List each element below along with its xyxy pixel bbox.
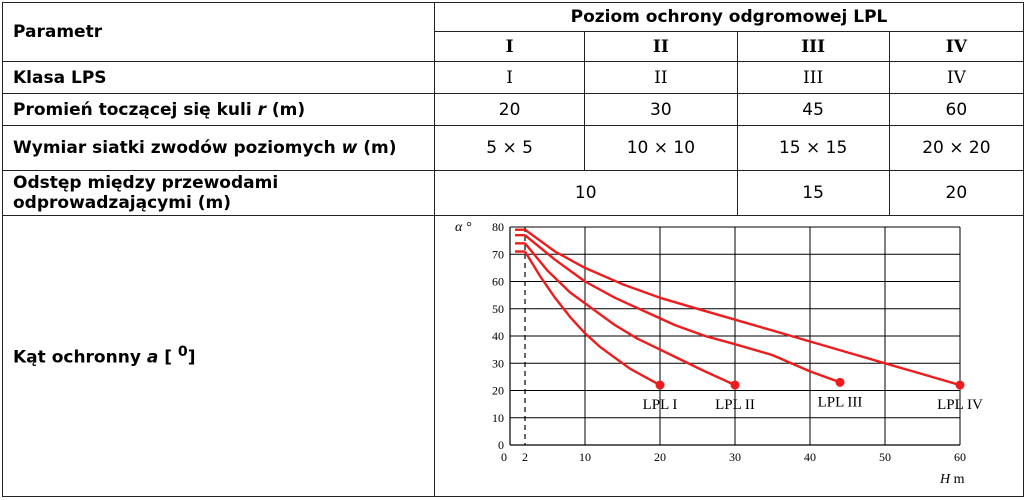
series-line xyxy=(523,250,661,387)
chart-axes: 0 10 20 30 40 50 60 70 80 0 2 10 20 30 40 50 60 xyxy=(492,220,966,464)
x-tick-label: 0 xyxy=(501,450,507,464)
label-sphere-radius: Promień toczącej się kuli r (m) xyxy=(2,93,435,126)
series-line xyxy=(524,242,736,387)
level-header-1: I xyxy=(433,31,586,62)
series-end-point xyxy=(835,377,845,387)
label-mesh-size: Wymiar siatki zwodów poziomych w (m) xyxy=(2,125,435,171)
series-label: LPL II xyxy=(715,397,755,413)
row-protection-angle: Kąt ochronny a [ 0] 0 10 20 30 40 50 60 70 80 0 2 1… xyxy=(2,215,1024,497)
cell-down-spacing-1: 10 xyxy=(434,170,738,216)
header-row-1: Parametr Poziom ochrony odgromowej LPL xyxy=(2,2,1024,62)
series-end-point xyxy=(655,380,665,390)
cell-down-spacing-3: 20 xyxy=(888,170,1024,216)
lpl-group-header: Poziom ochrony odgromowej LPL xyxy=(434,2,1024,32)
x-tick-label: 20 xyxy=(654,450,666,464)
label-down-spacing: Odstęp między przewodami odprowadzającym… xyxy=(2,170,435,216)
series-line xyxy=(524,228,961,387)
row-mesh-size: Wymiar siatki zwodów poziomych w (m) 5 ×… xyxy=(2,125,1024,171)
row-down-spacing: Odstęp między przewodami odprowadzającym… xyxy=(2,170,1024,216)
cell-sphere-radius-4: 60 xyxy=(888,93,1024,126)
y-tick-label: 10 xyxy=(492,411,504,425)
cell-mesh-size-4: 20 × 20 xyxy=(888,125,1024,171)
cell-mesh-size-1: 5 × 5 xyxy=(433,125,586,171)
row-lps-class: Klasa LPS I II III IV xyxy=(2,61,1024,94)
cell-sphere-radius-3: 45 xyxy=(736,93,890,126)
series-end-point xyxy=(955,380,965,390)
chart-curves: LPL I LPL II LPL III LPL IV xyxy=(515,228,983,413)
x-tick-label: 40 xyxy=(804,450,816,464)
param-header: Parametr xyxy=(2,2,435,62)
series-end-point xyxy=(730,380,740,390)
y-tick-label: 30 xyxy=(492,356,504,370)
y-axis-label: α ° xyxy=(455,220,472,235)
x-tick-label: 60 xyxy=(954,450,966,464)
y-tick-label: 70 xyxy=(492,247,504,261)
cell-sphere-radius-2: 30 xyxy=(584,93,738,126)
label-lps-class: Klasa LPS xyxy=(2,61,435,94)
y-tick-label: 40 xyxy=(492,329,504,343)
series-label: LPL IV xyxy=(937,397,983,413)
chart-cell: 0 10 20 30 40 50 60 70 80 0 2 10 20 30 40 50 60 LPL I LPL… xyxy=(434,215,1024,497)
y-tick-label: 80 xyxy=(492,220,504,234)
y-tick-label: 0 xyxy=(498,438,504,452)
x-tick-label: 10 xyxy=(579,450,591,464)
cell-lps-class-3: III xyxy=(736,61,890,94)
y-tick-label: 60 xyxy=(492,275,504,289)
y-tick-label: 50 xyxy=(492,302,504,316)
series-label: LPL I xyxy=(643,397,678,413)
series-line xyxy=(524,234,841,384)
x-tick-label: 50 xyxy=(879,450,891,464)
cell-mesh-size-2: 10 × 10 xyxy=(584,125,738,171)
level-header-4: IV xyxy=(888,31,1024,62)
row-sphere-radius: Promień toczącej się kuli r (m) 20 30 45… xyxy=(2,93,1024,126)
x-axis-label: H m xyxy=(939,472,965,487)
cell-down-spacing-2: 15 xyxy=(736,170,890,216)
cell-sphere-radius-1: 20 xyxy=(433,93,586,126)
x-tick-label: 2 xyxy=(522,450,528,464)
series-label: LPL III xyxy=(818,394,863,410)
y-tick-label: 20 xyxy=(492,384,504,398)
cell-lps-class-2: II xyxy=(584,61,738,94)
cell-mesh-size-3: 15 × 15 xyxy=(736,125,890,171)
cell-lps-class-4: IV xyxy=(888,61,1024,94)
x-tick-label: 30 xyxy=(729,450,741,464)
label-protection-angle: Kąt ochronny a [ 0] xyxy=(2,215,435,497)
level-header-2: II xyxy=(584,31,738,62)
level-header-3: III xyxy=(736,31,890,62)
cell-lps-class-1: I xyxy=(433,61,586,94)
